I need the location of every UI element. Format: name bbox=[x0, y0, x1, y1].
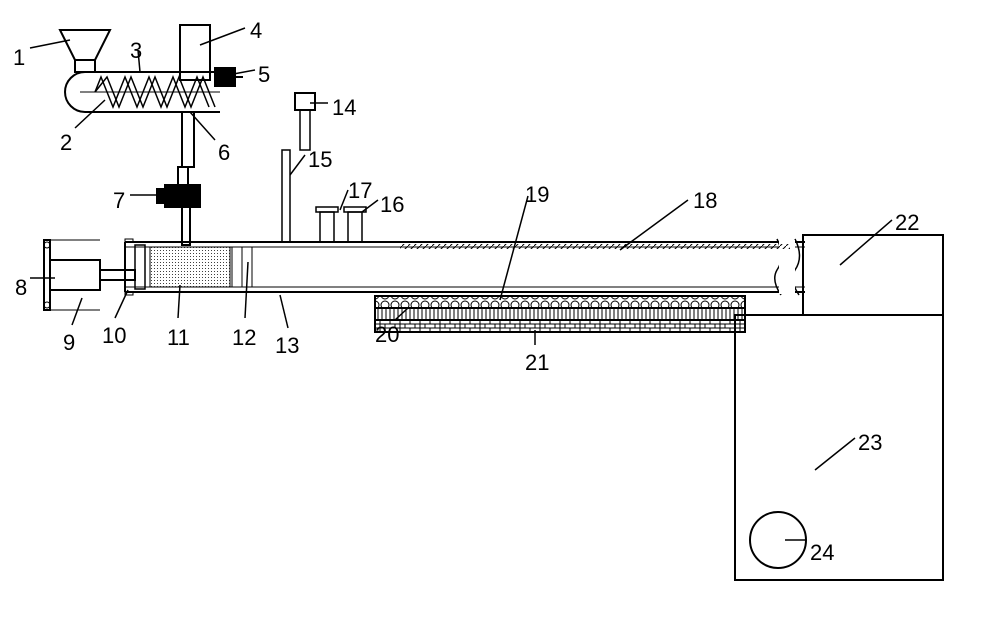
label-7: 7 bbox=[113, 188, 125, 214]
label-21: 21 bbox=[525, 350, 549, 376]
label-22: 22 bbox=[895, 210, 919, 236]
label-13: 13 bbox=[275, 333, 299, 359]
label-16: 16 bbox=[380, 192, 404, 218]
label-19: 19 bbox=[525, 182, 549, 208]
label-24: 24 bbox=[810, 540, 834, 566]
label-2: 2 bbox=[60, 130, 72, 156]
label-11: 11 bbox=[167, 325, 190, 351]
label-8: 8 bbox=[15, 275, 27, 301]
label-4: 4 bbox=[250, 18, 262, 44]
label-15: 15 bbox=[308, 147, 332, 173]
label-17: 17 bbox=[348, 178, 372, 204]
label-10: 10 bbox=[102, 323, 126, 349]
label-18: 18 bbox=[693, 188, 717, 214]
label-3: 3 bbox=[130, 38, 142, 64]
label-20: 20 bbox=[375, 322, 399, 348]
label-6: 6 bbox=[218, 140, 230, 166]
label-12: 12 bbox=[232, 325, 256, 351]
label-23: 23 bbox=[858, 430, 882, 456]
label-1: 1 bbox=[13, 45, 25, 71]
label-14: 14 bbox=[332, 95, 356, 121]
label-9: 9 bbox=[63, 330, 75, 356]
label-5: 5 bbox=[258, 62, 270, 88]
schematic-diagram bbox=[0, 0, 1000, 624]
